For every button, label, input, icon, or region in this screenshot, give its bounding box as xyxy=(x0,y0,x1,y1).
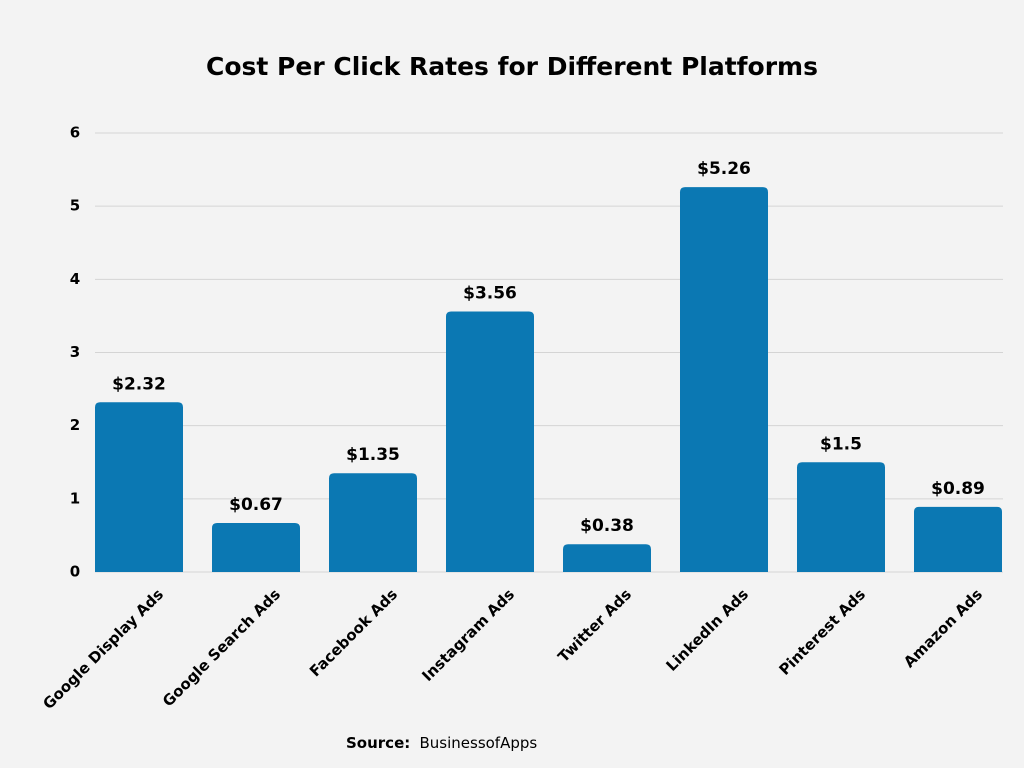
y-tick-label: 6 xyxy=(70,124,80,142)
bar xyxy=(563,544,651,572)
value-label: $1.5 xyxy=(820,434,862,454)
y-tick-label: 1 xyxy=(70,489,80,507)
y-tick-label: 5 xyxy=(70,197,80,215)
y-tick-label: 0 xyxy=(70,563,80,581)
value-label: $2.32 xyxy=(112,374,166,394)
y-tick-label: 2 xyxy=(70,416,80,434)
value-label: $0.38 xyxy=(580,516,634,536)
y-tick-label: 4 xyxy=(70,270,80,288)
source-label: Source: xyxy=(346,734,410,752)
source: Source: BusinessofApps xyxy=(346,734,537,752)
bar xyxy=(212,522,300,572)
value-label: $0.89 xyxy=(931,479,985,499)
value-label: $3.56 xyxy=(463,284,517,304)
value-label: $1.35 xyxy=(346,445,400,465)
value-label: $5.26 xyxy=(697,159,751,179)
y-tick-label: 3 xyxy=(70,343,80,361)
bar xyxy=(329,473,417,572)
bar xyxy=(797,462,885,572)
value-label: $0.67 xyxy=(229,495,283,515)
bar xyxy=(914,506,1002,572)
bar xyxy=(446,311,534,572)
bar xyxy=(680,187,768,573)
chart-title: Cost Per Click Rates for Different Platf… xyxy=(206,52,818,81)
bar xyxy=(95,402,183,572)
source-name: BusinessofApps xyxy=(419,734,537,752)
